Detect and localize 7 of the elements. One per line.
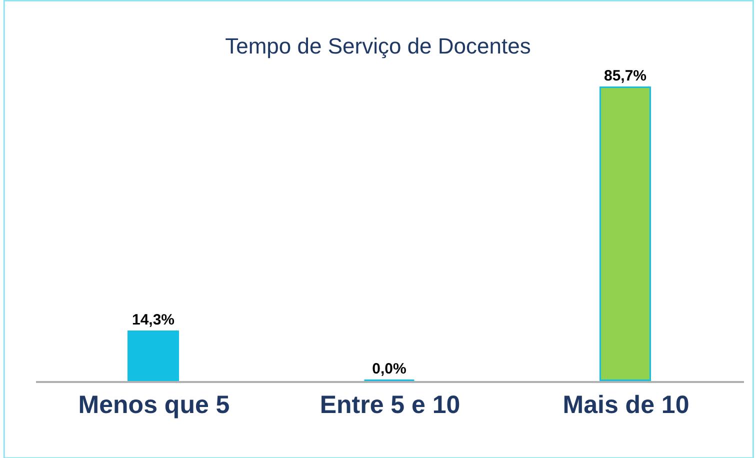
data-label: 85,7% xyxy=(604,67,647,84)
x-tick-label: Mais de 10 xyxy=(562,390,690,419)
x-tick-label: Menos que 5 xyxy=(78,390,230,419)
data-label: 14,3% xyxy=(132,311,175,328)
chart-title: Tempo de Serviço de Docentes xyxy=(225,34,531,58)
data-label: 0,0% xyxy=(372,360,406,378)
x-tick-label: Entre 5 e 10 xyxy=(320,390,460,419)
